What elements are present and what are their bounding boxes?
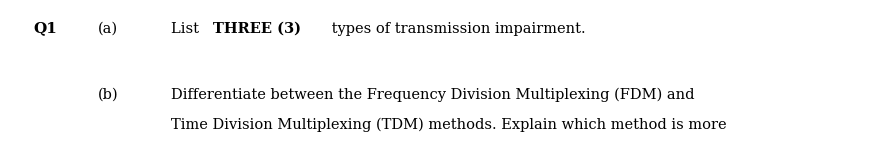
Text: THREE (3): THREE (3)	[213, 22, 301, 36]
Text: (b): (b)	[98, 87, 118, 101]
Text: (a): (a)	[98, 22, 118, 36]
Text: Q1: Q1	[33, 22, 57, 36]
Text: List: List	[171, 22, 203, 36]
Text: Time Division Multiplexing (TDM) methods. Explain which method is more: Time Division Multiplexing (TDM) methods…	[171, 118, 726, 132]
Text: types of transmission impairment.: types of transmission impairment.	[326, 22, 585, 36]
Text: Differentiate between the Frequency Division Multiplexing (FDM) and: Differentiate between the Frequency Divi…	[171, 87, 694, 102]
